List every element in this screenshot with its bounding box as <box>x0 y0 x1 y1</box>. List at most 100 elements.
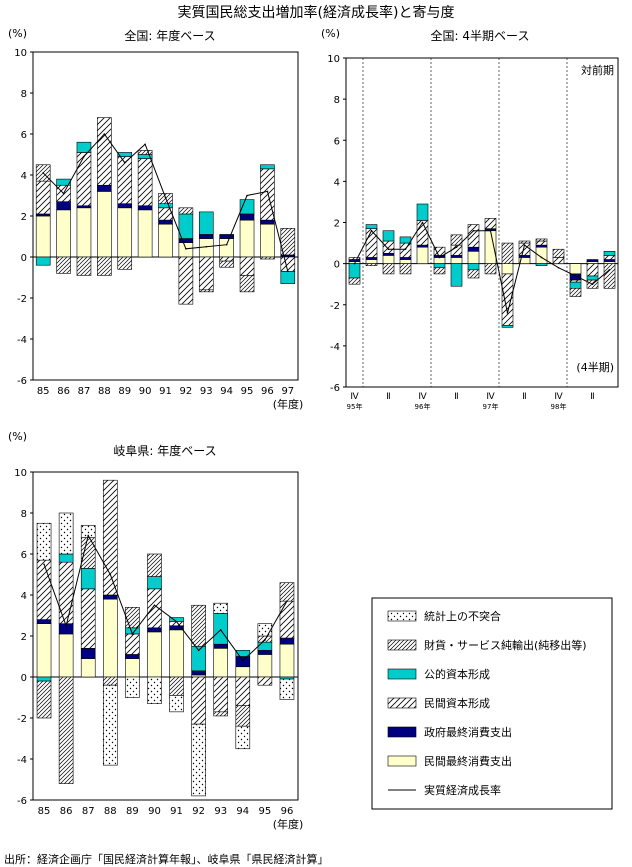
bar-segment-pubcap <box>80 568 96 590</box>
growth-point <box>574 275 577 277</box>
bar-segment-pubcap <box>586 275 599 281</box>
growth-point <box>131 633 134 635</box>
y-axis-label: (%) <box>8 27 27 40</box>
bar-segment-pubcap <box>257 641 273 651</box>
x-tick-label: Ⅳ <box>486 392 495 402</box>
bar-segment-govcons <box>450 255 463 258</box>
bar-segment-netexp <box>467 269 480 279</box>
bar-segment-netexp <box>147 553 162 577</box>
x-tick-label: 90 <box>148 806 161 817</box>
growth-point <box>225 243 228 246</box>
bar-segment-privcap <box>365 228 378 258</box>
x-tick-label: 88 <box>104 806 117 817</box>
bar-segment-govcons <box>365 257 378 260</box>
bar-segment-privcons <box>239 219 255 258</box>
bar-segment-govcons <box>147 627 162 633</box>
bar-segment-privcap <box>239 256 255 276</box>
chart-title: 全国: 4半期ベース <box>431 28 530 43</box>
bar-segment-netexp <box>198 289 214 293</box>
bar-segment-govcons <box>137 205 153 211</box>
bar-segment-privcons <box>535 246 548 264</box>
bar-segment-netexp <box>102 676 118 686</box>
bar-segment-govcons <box>80 647 96 659</box>
x-tick-label: 95 <box>241 386 254 397</box>
bar-segment-privcap <box>137 158 153 207</box>
y-tick-label: -4 <box>330 342 340 353</box>
bar-segment-privcap <box>117 156 133 205</box>
y-tick-label: 0 <box>21 673 27 684</box>
growth-point <box>83 155 85 158</box>
bar-segment-pubcap <box>76 141 92 153</box>
bar-segment-pubcap <box>213 613 229 645</box>
bar-segment-netexp <box>76 256 92 276</box>
bar-segment-privcons <box>35 215 51 258</box>
bar-segment-statdisc <box>257 623 273 637</box>
bar-segment-pubcap <box>35 256 51 266</box>
bar-segment-privcons <box>80 658 96 678</box>
legend-label: 実質経済成長率 <box>424 783 501 797</box>
y-tick-label: -4 <box>17 335 27 346</box>
bar-segment-statdisc <box>147 676 162 704</box>
growth-point <box>370 229 373 232</box>
bar-segment-pubcap <box>467 263 480 271</box>
y-tick-label: 2 <box>21 632 27 643</box>
bar-segment-pubcap <box>147 576 162 590</box>
bar-segment-govcons <box>569 273 582 281</box>
growth-line <box>43 534 288 662</box>
y-tick-label: 10 <box>327 54 340 65</box>
growth-point <box>472 229 475 232</box>
plot-frame <box>32 471 299 801</box>
bar-segment-privcons <box>399 259 412 264</box>
bar-segment-privcons <box>36 623 52 678</box>
growth-point <box>246 194 248 197</box>
bar-segment-privcap <box>348 257 361 260</box>
y-tick-label: 8 <box>21 89 27 100</box>
bar-segment-privcons <box>178 242 194 258</box>
bar-segment-govcons <box>219 234 234 239</box>
bar-segment-privcons <box>467 250 480 264</box>
bar-segment-netexp <box>239 275 255 293</box>
growth-point <box>62 192 65 195</box>
legend-label: 民間最終消費支出 <box>424 754 512 768</box>
bar-segment-govcons <box>191 670 206 676</box>
growth-point <box>175 620 178 623</box>
growth-point <box>43 563 45 566</box>
bar-segment-privcons <box>76 207 92 258</box>
x-tick-label: 93 <box>200 386 213 397</box>
bar-segment-privcap <box>191 676 206 725</box>
growth-point <box>287 270 289 273</box>
bar-segment-pubcap <box>56 178 71 186</box>
bar-segment-privcap <box>382 240 395 254</box>
bar-segment-pubcap <box>260 164 275 170</box>
growth-point <box>266 190 269 193</box>
bar-segment-netexp <box>257 635 273 643</box>
bar-segment-privcons <box>213 647 229 678</box>
y-tick-label: 0 <box>334 260 340 271</box>
main-title: 実質国民総支出増加率(経済成長率)と寄与度 <box>178 4 455 21</box>
year-label: 98年 <box>551 402 567 411</box>
growth-point <box>387 248 390 251</box>
bar-segment-pubcap <box>117 152 133 157</box>
growth-point <box>455 246 458 248</box>
bar-segment-privcons <box>219 238 234 258</box>
bar-segment-privcap <box>35 180 51 215</box>
y-tick-label: 10 <box>14 48 27 59</box>
bar-segment-privcons <box>169 629 184 678</box>
y-tick-label: 6 <box>334 136 340 147</box>
bar-segment-privcap <box>280 256 296 272</box>
bar-segment-privcap <box>552 257 565 264</box>
y-tick-label: 8 <box>21 509 27 520</box>
bar-segment-netexp <box>484 263 497 275</box>
year-label: 97年 <box>483 402 499 411</box>
bar-segment-govcons <box>97 184 112 192</box>
bar-segment-netexp <box>80 537 96 569</box>
bar-segment-netexp <box>501 242 514 264</box>
growth-point <box>205 245 208 248</box>
bar-segment-pubcap <box>198 211 214 235</box>
growth-point <box>557 266 560 269</box>
growth-point <box>185 248 187 250</box>
bar-segment-privcons <box>416 246 429 264</box>
